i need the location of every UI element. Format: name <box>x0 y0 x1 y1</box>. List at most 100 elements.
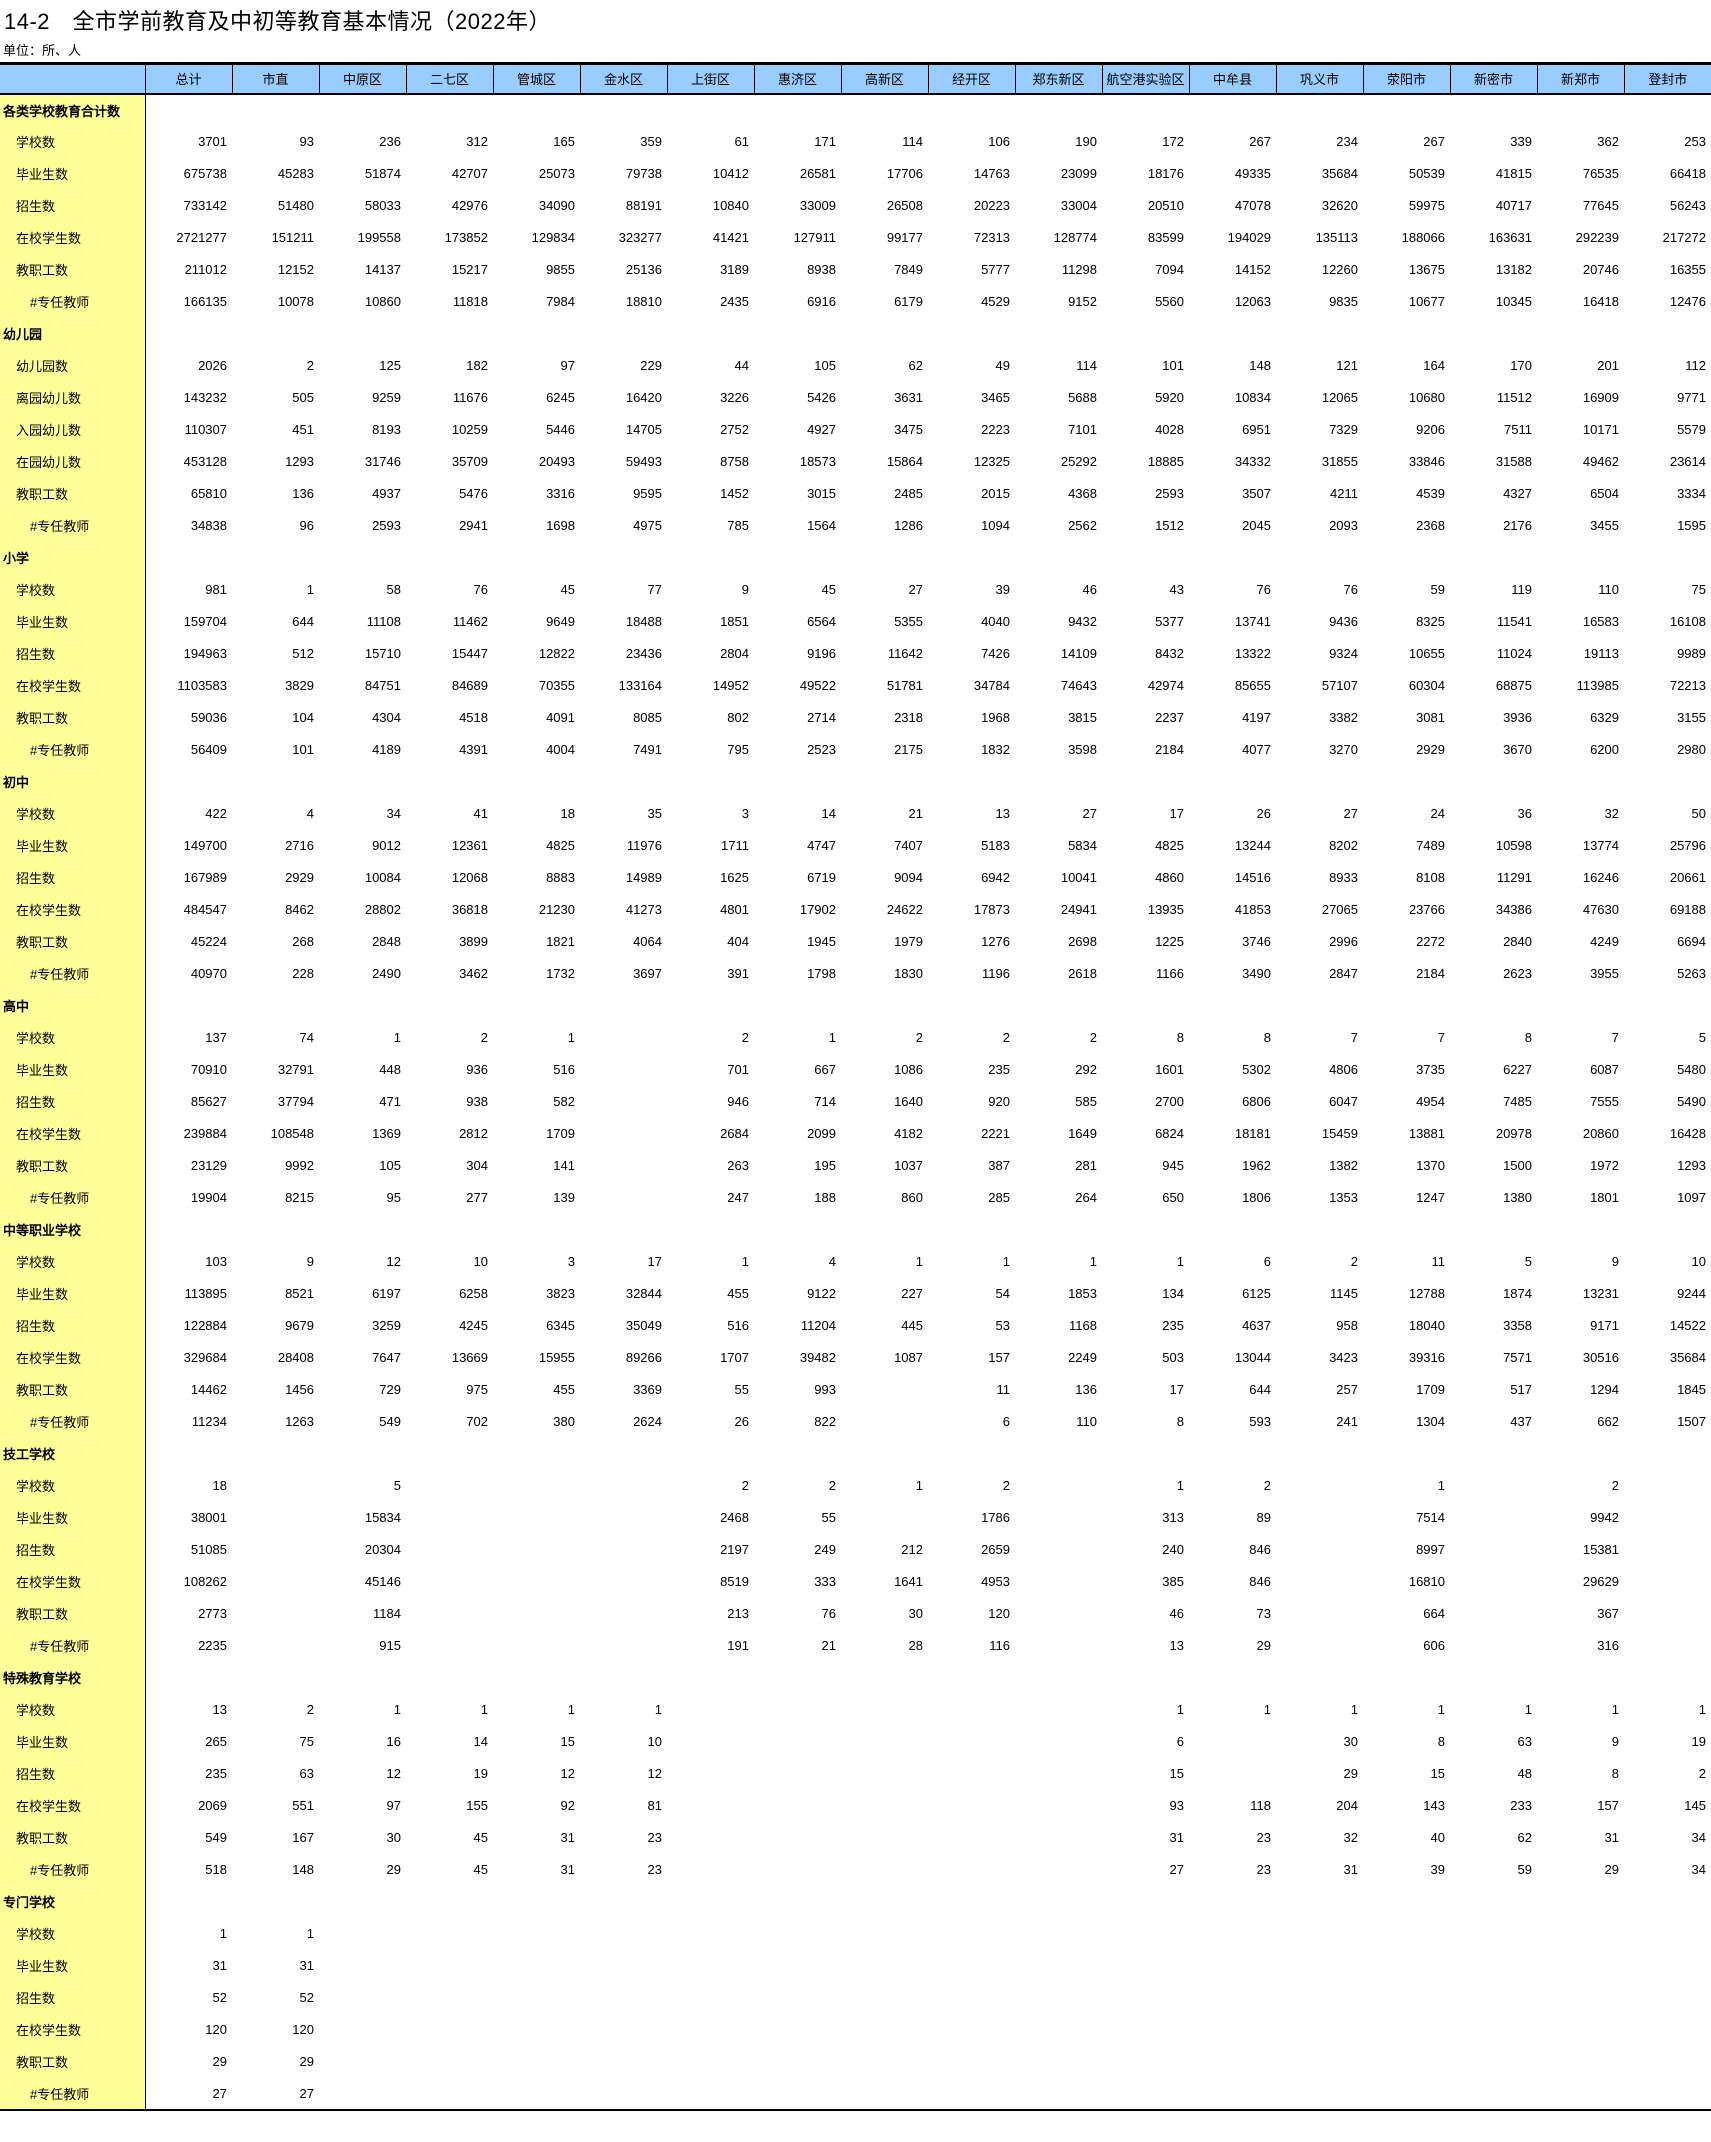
value-cell: 362 <box>1597 134 1619 149</box>
section-row: 高中 <box>0 989 1711 1022</box>
value-cell: 1945 <box>807 934 836 949</box>
row-label: 教职工数 <box>0 925 146 958</box>
empty-cell <box>406 1662 493 1694</box>
table-row: 在校学生数 120 120 <box>0 2013 1711 2046</box>
empty-cell <box>1450 1214 1537 1246</box>
value-cell: 1184 <box>373 1606 401 1621</box>
value-cell: 93 <box>299 134 314 149</box>
value-cell <box>1450 1470 1537 1502</box>
row-label: 教职工数 <box>0 2045 146 2078</box>
value-cell: 6564 <box>807 614 836 629</box>
value-cell: 1086 <box>894 1062 923 1077</box>
value-cell: 7101 <box>1068 422 1097 437</box>
value-cell: 503 <box>1162 1350 1184 1365</box>
value-cell: 582 <box>553 1094 575 1109</box>
value-cell: 675738 <box>183 166 227 181</box>
value-cell <box>1450 2014 1537 2046</box>
row-label: 在校学生数 <box>0 669 146 702</box>
table-row: 幼儿园数 2026 2 125 182 97 229 44 105 62 49 114 101 148 12… <box>0 349 1711 382</box>
row-label: 在校学生数 <box>0 893 146 926</box>
section-title: 中等职业学校 <box>0 1213 146 1246</box>
empty-cell <box>580 94 667 126</box>
value-cell: 2847 <box>1329 966 1358 981</box>
value-cell: 1507 <box>1677 1414 1706 1429</box>
table-row: 招生数 122884 9679 3259 4245 6345 35049 516 11204 44… <box>0 1309 1711 1342</box>
empty-cell <box>841 766 928 798</box>
value-cell <box>1450 2046 1537 2078</box>
value-cell: 3462 <box>459 966 488 981</box>
value-cell: 2368 <box>1416 518 1445 533</box>
value-cell: 437 <box>1510 1414 1532 1429</box>
value-cell: 9152 <box>1068 294 1097 309</box>
value-cell: 3 <box>741 806 749 821</box>
value-cell <box>1189 1758 1276 1790</box>
header-row: 总计 市直 中原区 二七区 管城区 金水区 上街区 惠济区 高新区 经开区 郑东新区 航空港实验区 中牟… <box>0 62 1711 95</box>
value-cell: 2714 <box>807 710 836 725</box>
value-cell: 9989 <box>1677 646 1706 661</box>
value-cell: 2929 <box>285 870 314 885</box>
value-cell <box>493 2046 580 2078</box>
value-cell: 702 <box>466 1414 488 1429</box>
value-cell: 2093 <box>1329 518 1358 533</box>
table-row: 招生数 235 63 12 19 12 12 15 29 15 48 8 2 <box>0 1757 1711 1790</box>
empty-cell <box>580 542 667 574</box>
value-cell: 9595 <box>633 486 662 501</box>
value-cell: 1711 <box>721 838 749 853</box>
value-cell: 120 <box>988 1606 1010 1621</box>
value-cell: 8997 <box>1416 1542 1445 1557</box>
value-cell: 101 <box>1162 358 1184 373</box>
value-cell: 241 <box>1336 1414 1358 1429</box>
value-cell: 4927 <box>807 422 836 437</box>
empty-cell <box>1102 318 1189 350</box>
row-label: 招生数 <box>0 189 146 222</box>
value-cell: 4327 <box>1503 486 1532 501</box>
value-cell <box>580 1982 667 2014</box>
value-cell <box>667 1854 754 1886</box>
value-cell: 89 <box>1256 1510 1271 1525</box>
empty-cell <box>1276 94 1363 126</box>
value-cell: 1294 <box>1590 1382 1619 1397</box>
value-cell: 39482 <box>799 1350 836 1365</box>
value-cell: 993 <box>814 1382 836 1397</box>
table-row: 教职工数 23129 9992 105 304 141 263 195 1037 387 281 94… <box>0 1149 1711 1182</box>
value-cell: 51085 <box>190 1542 227 1557</box>
value-cell: 70910 <box>190 1062 227 1077</box>
value-cell: 2 <box>1350 1254 1358 1269</box>
value-cell: 593 <box>1249 1414 1271 1429</box>
value-cell: 31 <box>560 1830 575 1845</box>
value-cell <box>1015 1790 1102 1822</box>
value-cell: 1641 <box>894 1574 923 1589</box>
value-cell: 915 <box>379 1638 401 1653</box>
value-cell: 2 <box>828 1478 836 1493</box>
value-cell <box>841 1854 928 1886</box>
empty-cell <box>406 1886 493 1918</box>
value-cell: 76 <box>1256 582 1271 597</box>
value-cell: 2659 <box>981 1542 1010 1557</box>
value-cell <box>1537 1982 1624 2014</box>
value-cell: 6245 <box>546 390 575 405</box>
value-cell: 133164 <box>618 678 662 693</box>
value-cell: 1709 <box>546 1126 575 1141</box>
value-cell: 6258 <box>459 1286 488 1301</box>
value-cell: 385 <box>1162 1574 1184 1589</box>
value-cell <box>1624 1534 1711 1566</box>
empty-cell <box>232 1886 319 1918</box>
empty-cell <box>1363 1886 1450 1918</box>
value-cell: 247 <box>727 1190 749 1205</box>
value-cell: 32620 <box>1321 198 1358 213</box>
value-cell <box>841 2046 928 2078</box>
value-cell: 4953 <box>981 1574 1010 1589</box>
value-cell: 170 <box>1510 358 1532 373</box>
table-row: 在校学生数 239884 108548 1369 2812 1709 2684 2099 418… <box>0 1117 1711 1150</box>
value-cell: 1709 <box>1416 1382 1445 1397</box>
empty-cell <box>319 1438 406 1470</box>
value-cell: 29 <box>1604 1862 1619 1877</box>
row-label: 招生数 <box>0 861 146 894</box>
value-cell <box>1624 1598 1711 1630</box>
value-cell <box>1450 1982 1537 2014</box>
value-cell: 54 <box>995 1286 1010 1301</box>
value-cell: 21 <box>821 1638 836 1653</box>
value-cell: 644 <box>1249 1382 1271 1397</box>
value-cell: 1 <box>1089 1254 1097 1269</box>
value-cell: 12068 <box>451 870 488 885</box>
